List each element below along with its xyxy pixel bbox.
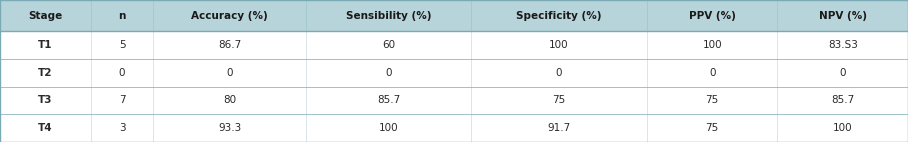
Text: 0: 0 bbox=[840, 68, 846, 78]
Text: Accuracy (%): Accuracy (%) bbox=[192, 11, 268, 21]
Text: Stage: Stage bbox=[28, 11, 63, 21]
Text: T2: T2 bbox=[38, 68, 53, 78]
Text: PPV (%): PPV (%) bbox=[689, 11, 735, 21]
Text: Specificity (%): Specificity (%) bbox=[517, 11, 602, 21]
Text: T4: T4 bbox=[38, 123, 53, 133]
Text: 7: 7 bbox=[119, 95, 125, 106]
Text: 85.7: 85.7 bbox=[377, 95, 400, 106]
Text: 75: 75 bbox=[706, 123, 719, 133]
Text: 100: 100 bbox=[833, 123, 853, 133]
Text: 75: 75 bbox=[706, 95, 719, 106]
Bar bbox=[0, 31, 908, 59]
Text: 0: 0 bbox=[386, 68, 392, 78]
Text: NPV (%): NPV (%) bbox=[819, 11, 867, 21]
Bar bbox=[0, 87, 908, 114]
Text: T1: T1 bbox=[38, 40, 53, 50]
Text: 93.3: 93.3 bbox=[218, 123, 242, 133]
Text: 0: 0 bbox=[709, 68, 716, 78]
Text: 5: 5 bbox=[119, 40, 125, 50]
Bar bbox=[0, 114, 908, 142]
Text: 0: 0 bbox=[227, 68, 233, 78]
Text: 75: 75 bbox=[552, 95, 566, 106]
Text: 0: 0 bbox=[556, 68, 562, 78]
Text: Sensibility (%): Sensibility (%) bbox=[346, 11, 431, 21]
Text: 60: 60 bbox=[382, 40, 395, 50]
Text: 83.S3: 83.S3 bbox=[828, 40, 858, 50]
Text: 100: 100 bbox=[379, 123, 399, 133]
Text: n: n bbox=[118, 11, 125, 21]
Text: 100: 100 bbox=[703, 40, 722, 50]
Text: 86.7: 86.7 bbox=[218, 40, 242, 50]
Bar bbox=[0, 59, 908, 87]
Text: 85.7: 85.7 bbox=[831, 95, 854, 106]
Text: 100: 100 bbox=[549, 40, 568, 50]
Text: 91.7: 91.7 bbox=[548, 123, 570, 133]
Text: 0: 0 bbox=[119, 68, 125, 78]
Bar bbox=[0, 0, 908, 31]
Text: T3: T3 bbox=[38, 95, 53, 106]
Text: 80: 80 bbox=[223, 95, 236, 106]
Text: 3: 3 bbox=[119, 123, 125, 133]
